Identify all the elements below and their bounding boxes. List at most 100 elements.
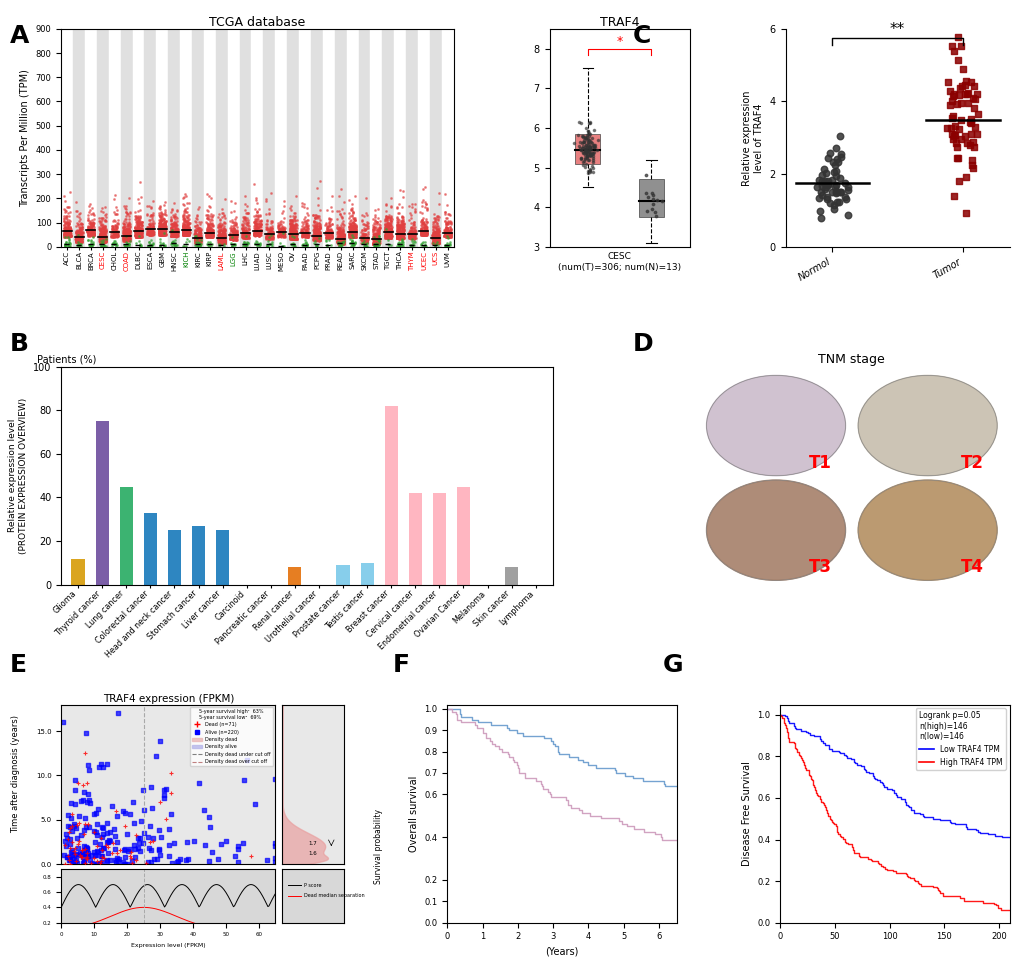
Point <box>441 222 458 237</box>
Point <box>288 230 305 245</box>
Point <box>152 219 168 234</box>
Dead (n=71) <box>61 820 77 835</box>
Point <box>200 222 216 237</box>
Point <box>167 219 183 234</box>
Point <box>391 221 408 236</box>
Point <box>205 226 221 241</box>
Point <box>154 228 170 243</box>
Point <box>429 234 445 250</box>
Point <box>330 233 346 248</box>
Point <box>275 221 291 236</box>
Point <box>85 216 101 232</box>
Point <box>73 231 90 246</box>
Point <box>416 237 432 253</box>
Point <box>332 232 348 247</box>
Point <box>247 217 263 233</box>
Point <box>214 223 230 238</box>
Point <box>296 221 312 236</box>
Point <box>330 235 346 251</box>
Point <box>82 228 98 243</box>
Point <box>275 220 291 235</box>
Point <box>263 229 279 244</box>
Point <box>166 228 182 243</box>
Point <box>320 231 336 246</box>
Point <box>306 224 322 239</box>
Point <box>151 219 167 234</box>
Point <box>414 226 430 241</box>
Point <box>263 221 279 236</box>
Point <box>74 234 91 249</box>
Line: Dead median separation: Dead median separation <box>61 907 275 930</box>
Point <box>323 225 339 240</box>
Point <box>404 237 420 253</box>
Point <box>201 225 217 240</box>
Point <box>294 229 311 244</box>
Point <box>368 236 384 252</box>
Point <box>116 233 132 248</box>
Point <box>201 198 217 213</box>
Point <box>310 228 326 243</box>
Point <box>417 222 433 237</box>
Point <box>425 226 441 241</box>
Point <box>215 230 231 245</box>
Point <box>333 230 350 245</box>
Point <box>71 228 88 243</box>
Point <box>95 226 111 241</box>
Point <box>312 174 328 189</box>
Point <box>309 209 325 225</box>
Point <box>282 224 299 239</box>
Point <box>73 233 90 248</box>
Point <box>118 233 135 248</box>
Point <box>227 225 244 240</box>
Point <box>426 234 442 250</box>
Point <box>574 138 590 154</box>
Point <box>239 229 256 244</box>
Point <box>388 209 405 225</box>
Point <box>333 235 350 251</box>
Point <box>296 225 312 240</box>
Point <box>430 231 446 246</box>
Point <box>252 226 268 241</box>
Point <box>62 222 78 237</box>
Point <box>389 224 406 239</box>
Point <box>212 228 228 243</box>
Point <box>293 222 310 237</box>
Point <box>284 227 301 242</box>
Point <box>238 229 255 244</box>
Point <box>369 234 385 250</box>
Point <box>239 235 256 251</box>
Point <box>333 236 350 252</box>
Point <box>390 206 407 221</box>
Point <box>281 216 298 232</box>
Point <box>153 227 169 242</box>
Point <box>405 226 421 241</box>
Point <box>366 213 382 229</box>
Point <box>344 229 361 244</box>
Point <box>308 232 324 247</box>
Point <box>139 207 155 222</box>
Point <box>163 226 179 241</box>
Point <box>270 229 286 244</box>
Point <box>79 210 96 226</box>
Point <box>119 233 136 248</box>
Point <box>965 101 981 116</box>
Point <box>275 223 291 238</box>
Point <box>156 226 172 241</box>
Point <box>393 231 410 246</box>
Point <box>236 224 253 239</box>
Point <box>309 228 325 243</box>
Point <box>236 225 253 240</box>
Point <box>104 238 120 254</box>
Point <box>214 229 230 244</box>
Point <box>264 227 280 242</box>
Point <box>273 228 289 243</box>
Point <box>329 231 345 246</box>
Point <box>217 235 233 251</box>
Point <box>378 226 394 241</box>
Point <box>200 217 216 233</box>
Point <box>391 183 408 198</box>
Point <box>293 228 310 243</box>
Point <box>132 228 149 243</box>
Point <box>319 231 335 246</box>
Point <box>379 228 395 243</box>
